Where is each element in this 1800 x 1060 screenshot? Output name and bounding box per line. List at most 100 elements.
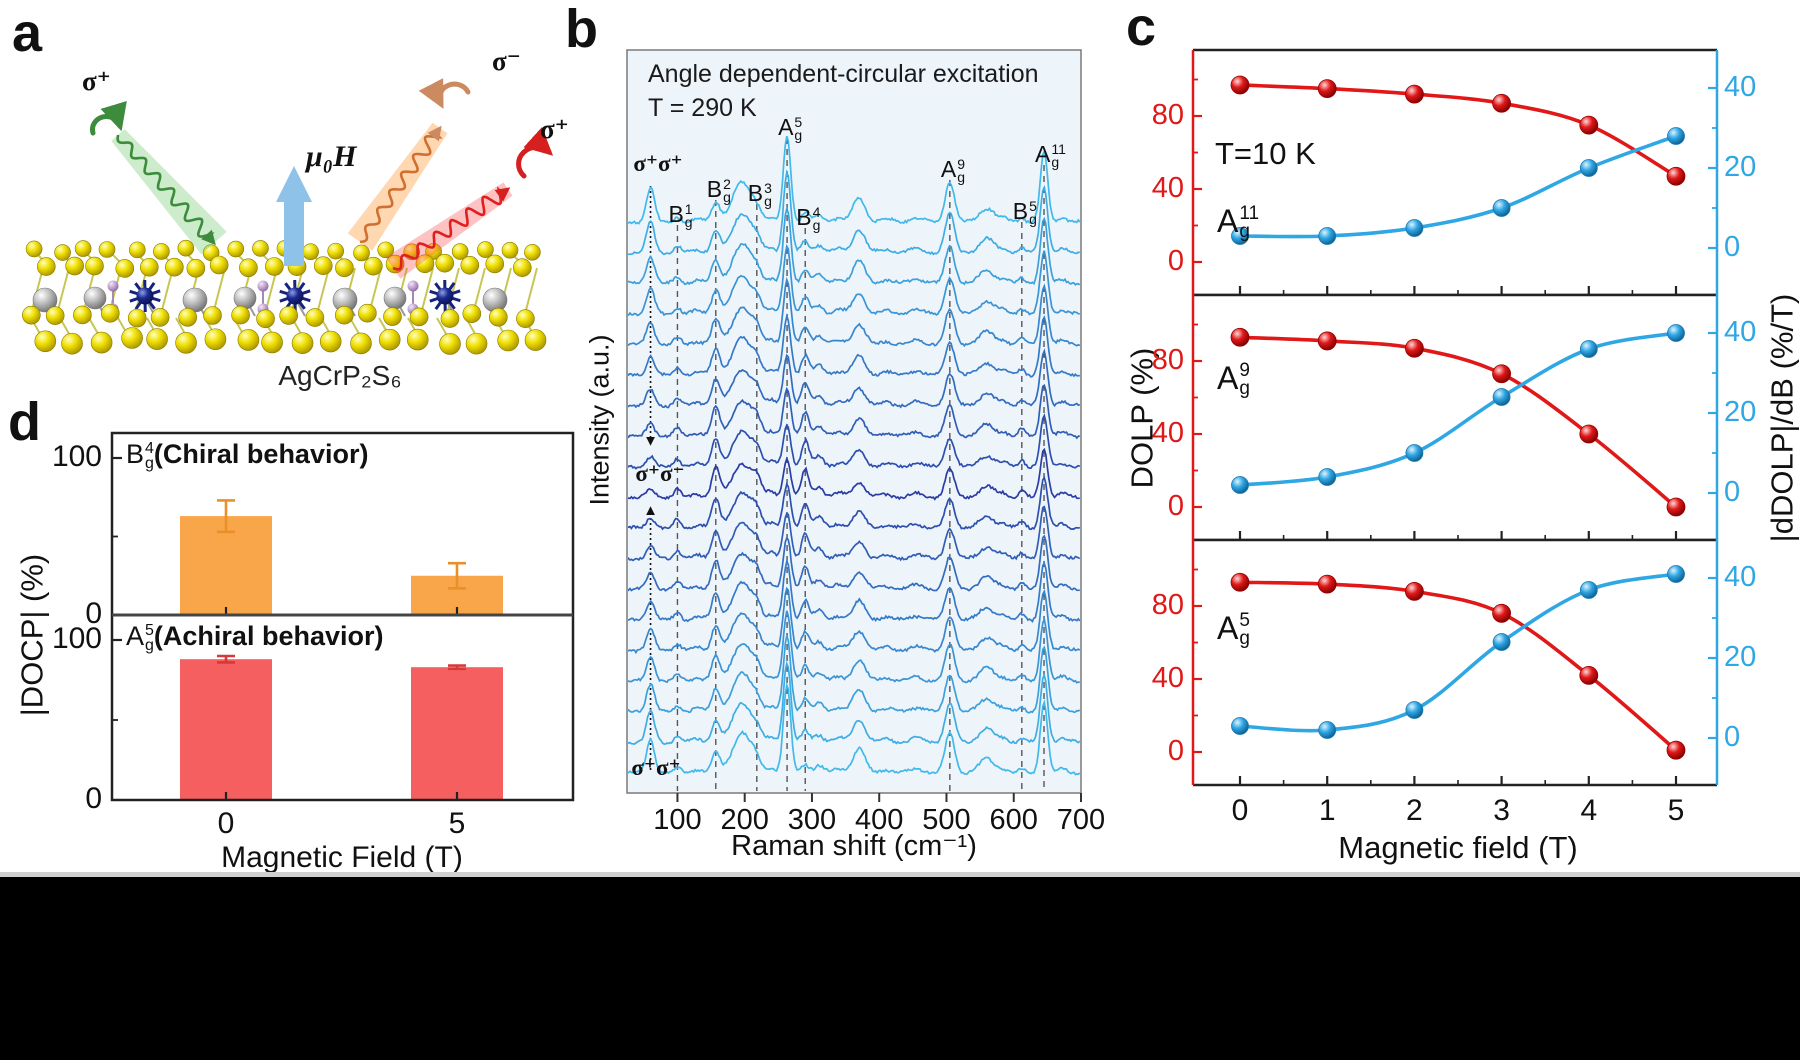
- raman-trace: [628, 660, 1080, 746]
- ddolp-point: [1318, 721, 1337, 739]
- dolp-point: [1492, 93, 1512, 113]
- magnetic-field-arrow: [276, 166, 312, 266]
- sigma-plus-scattered-label: σ⁺: [540, 114, 569, 144]
- subplot-annotation: A 5 g (Achiral behavior): [126, 621, 384, 655]
- right-tick-label: 40: [1724, 561, 1757, 593]
- raman-trace: [628, 681, 1080, 776]
- x-axis-label: Magnetic field (T): [1338, 830, 1578, 865]
- x-tick-label: 300: [787, 804, 837, 836]
- right-tick-label: 40: [1724, 316, 1757, 348]
- raman-trace: [628, 313, 1080, 378]
- cr-atom: [279, 279, 311, 313]
- left-tick-label: 40: [1151, 662, 1184, 694]
- ddolp-point: [1318, 468, 1337, 486]
- dolp-point: [1579, 665, 1599, 685]
- ddolp-point: [1492, 199, 1511, 217]
- dolp-subplot-A9: [1230, 324, 1686, 517]
- x-tick-label: 4: [1580, 794, 1598, 827]
- x-tick-label: 2: [1406, 794, 1423, 827]
- cr-atom: [429, 279, 461, 313]
- dolp-point: [1404, 338, 1424, 358]
- behavior-label: (Achiral behavior): [153, 621, 384, 651]
- left-tick-label: 0: [1167, 490, 1184, 522]
- raman-trace: [628, 169, 1080, 256]
- x-axis-label: Raman shift (cm⁻¹): [731, 830, 977, 862]
- ddolp-point: [1667, 565, 1685, 583]
- y-tick-label: 100: [51, 440, 102, 473]
- raman-trace: [628, 447, 1080, 501]
- dolp-point: [1230, 327, 1250, 347]
- ddolp-point: [1231, 717, 1249, 735]
- dolp-point: [1317, 331, 1337, 351]
- x-tick-label: 1: [1318, 794, 1336, 827]
- raman-trace: [628, 534, 1080, 592]
- right-tick-label: 0: [1724, 476, 1741, 508]
- x-tick-label: 400: [855, 804, 904, 836]
- right-tick-label: 0: [1724, 721, 1741, 753]
- dolp-point: [1666, 166, 1686, 186]
- raman-trace: [628, 206, 1080, 286]
- polarization-bottom-label: σ⁺σ⁺: [631, 755, 681, 780]
- incident-beam-sigma-plus: [111, 129, 227, 255]
- raman-trace: [628, 610, 1080, 684]
- y-tick-label: 100: [51, 622, 102, 655]
- ddolp-point: [1318, 227, 1337, 245]
- x-tick-label: 5: [448, 807, 466, 840]
- sigma-minus-curl-icon: [418, 78, 471, 109]
- sigma-plus-curl-icon: [516, 127, 554, 179]
- ddolp-point: [1231, 476, 1249, 494]
- docp-subplot-A5: [180, 654, 503, 800]
- left-tick-label: 80: [1151, 99, 1184, 131]
- panel-a: a σ⁺ σ⁻ σ⁺ μ₀H AgCrP₂S₆: [0, 0, 569, 400]
- dolp-point: [1492, 603, 1512, 623]
- raman-trace: [628, 558, 1080, 624]
- plot-title: Angle dependent-circular excitation: [648, 60, 1039, 88]
- dolp-point: [1230, 75, 1250, 95]
- panel-c: c T=10 K DOLP (%) |dDOLP|/dB (%/T) Magne…: [1120, 0, 1800, 876]
- black-bottom-bar: [0, 877, 1800, 1060]
- left-tick-label: 80: [1151, 344, 1184, 376]
- ddolp-point: [1492, 633, 1511, 651]
- material-formula-label: AgCrP₂S₆: [278, 360, 402, 391]
- raman-trace: [628, 475, 1080, 531]
- sigma-plus-incident-label: σ⁺: [82, 66, 111, 96]
- cr-atom: [129, 279, 161, 313]
- ddolp-point: [1579, 159, 1598, 177]
- x-tick-label: 5: [1667, 794, 1685, 827]
- right-tick-label: 20: [1724, 151, 1757, 183]
- x-tick-label: 100: [653, 804, 702, 836]
- polarization-mid-label: σ⁺σ⁻: [635, 461, 685, 486]
- left-tick-label: 0: [1167, 245, 1184, 277]
- magnetic-field-vector-label: μ₀H: [306, 140, 357, 173]
- mode-label-A11: A 11 g: [1035, 141, 1066, 171]
- behavior-label: (Chiral behavior): [153, 439, 369, 469]
- left-tick-label: 40: [1151, 172, 1184, 204]
- dolp-point: [1492, 364, 1512, 384]
- dolp-point: [1317, 574, 1337, 594]
- dolp-point: [1404, 582, 1424, 601]
- raman-trace: [628, 635, 1080, 714]
- dolp-point: [1579, 424, 1599, 444]
- ddolp-point: [1492, 388, 1511, 406]
- scattered-beam-sigma-minus: [347, 122, 448, 251]
- x-tick-label: 0: [1231, 794, 1249, 827]
- raman-trace: [628, 243, 1080, 317]
- x-tick-label: 200: [720, 804, 769, 836]
- figure-content: a σ⁺ σ⁻ σ⁺ μ₀H AgCrP₂S₆ b Angle dependen…: [0, 0, 1800, 875]
- raman-trace: [628, 384, 1080, 440]
- docp-subplot-B4: [180, 499, 503, 615]
- ddolp-point: [1667, 127, 1685, 145]
- raman-trace: [628, 413, 1080, 470]
- scattered-beam-sigma-plus: [385, 182, 513, 279]
- dolp-plots-svg: [1191, 48, 1719, 787]
- panel-d: d |DOCP| (%) Magnetic Field (T) 100 0 B 4 g(…: [0, 395, 640, 875]
- panel-c-letter: c: [1126, 0, 1157, 57]
- left-tick-label: 40: [1151, 417, 1184, 449]
- panel-b-letter: b: [565, 0, 598, 59]
- raman-trace: [628, 135, 1080, 225]
- plot-subtitle: T = 290 K: [648, 94, 757, 122]
